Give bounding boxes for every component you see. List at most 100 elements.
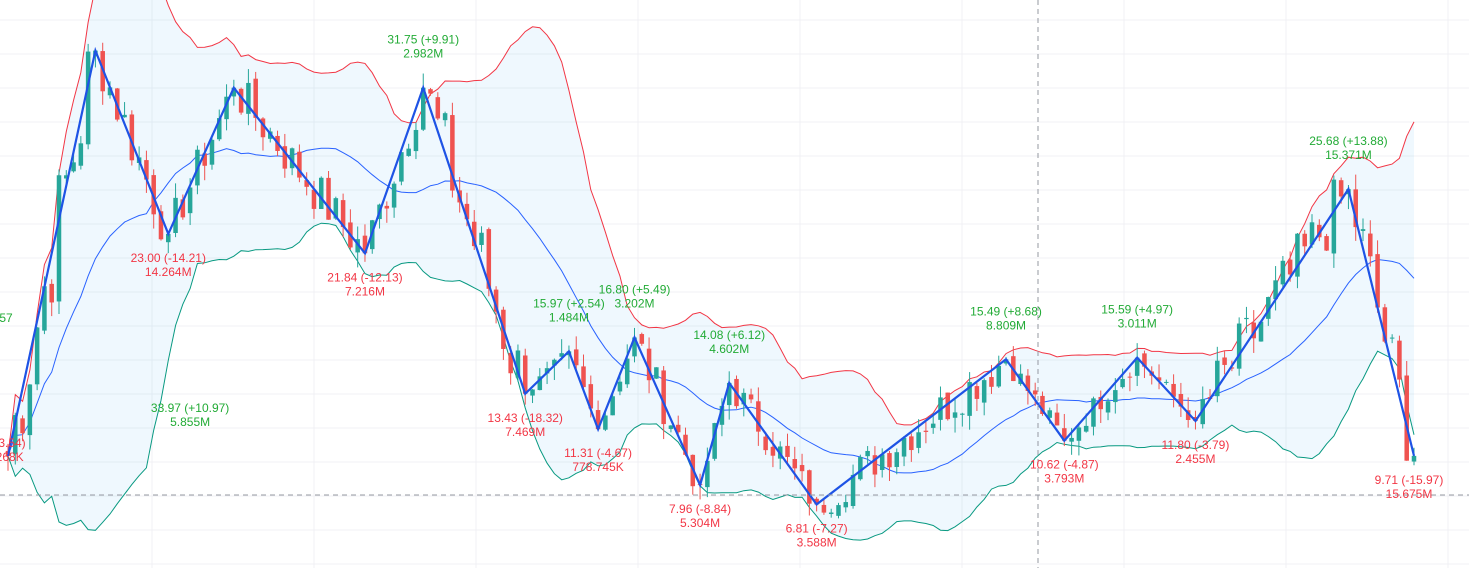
zigzag-line (6, 46, 1416, 506)
candle-body (1382, 307, 1388, 342)
candle-body (646, 348, 652, 381)
pivot-label-price: 6.81 (-7.27) (786, 521, 848, 535)
candle-body (1389, 337, 1395, 339)
pivot-label-price: 9.71 (-15.97) (1375, 473, 1444, 487)
candle-body (1317, 224, 1322, 238)
pivot-label-volume: 3.202M (614, 296, 654, 310)
candle-body (836, 505, 841, 516)
candle-body (865, 450, 870, 457)
candle-body (1156, 377, 1162, 381)
candle-body (792, 459, 798, 469)
candle-body (595, 410, 601, 430)
candle-body (1404, 375, 1409, 461)
pivot-label-price: 31.75 (+9.91) (387, 33, 459, 47)
candle-body (785, 445, 790, 457)
candle-body (654, 367, 659, 379)
candle-body (1142, 353, 1147, 367)
candle-body (1025, 375, 1031, 391)
candle-body (1295, 233, 1300, 277)
candle-body (391, 183, 397, 208)
candle-body (675, 424, 681, 433)
candle-body (304, 180, 309, 187)
candle-body (479, 232, 484, 245)
candle-body (573, 349, 579, 366)
candle-body (828, 512, 834, 515)
candle-body (661, 370, 666, 425)
candle-body (1215, 360, 1220, 397)
candle-body (1185, 410, 1191, 420)
pivot-label-volume: 7.216M (345, 284, 385, 298)
candle-body (450, 115, 455, 191)
candle-body (974, 386, 980, 399)
candle-body (493, 289, 499, 312)
candle-body (930, 423, 936, 428)
candle-body (1076, 427, 1082, 441)
candle-body (209, 139, 215, 165)
candle-body (552, 359, 557, 366)
candle-body (945, 392, 951, 420)
candle-body (719, 405, 725, 425)
pivot-label-price: 23.00 (-14.21) (131, 251, 206, 265)
pivot-label-volume: 2.455M (1175, 452, 1215, 466)
candle-body (107, 87, 113, 96)
candle-body (544, 368, 550, 374)
candle-body (1134, 357, 1140, 376)
candle-body (180, 199, 186, 218)
candle-body (1032, 390, 1038, 395)
candle-body (850, 474, 856, 507)
candle-body (712, 423, 717, 459)
candle-body (741, 392, 747, 405)
candle-body (989, 377, 994, 387)
candle-body (78, 143, 84, 166)
candle-body (508, 352, 513, 374)
candle-body (952, 412, 958, 418)
pivot-labels: (-3.54).268K 33.97 (+10.97)5.855M 23.00 (-… (0, 33, 1443, 550)
candle-body (1229, 367, 1235, 369)
candle-body (1105, 401, 1111, 413)
candle-body (515, 350, 521, 378)
pivot-label-price: (-3.54) (0, 436, 26, 450)
candle-body (726, 382, 732, 406)
candle-body (428, 89, 433, 94)
candle-body (1266, 297, 1271, 319)
candle-body (981, 380, 987, 403)
candle-body (522, 355, 528, 394)
candle-body (158, 211, 164, 240)
candle-body (763, 436, 768, 451)
candle-body (1222, 357, 1227, 365)
candle-body (1324, 236, 1329, 251)
pivot-label-price: 15.49 (+8.68) (970, 304, 1042, 318)
candle-body (705, 460, 710, 488)
candle-body (1091, 398, 1096, 427)
pivot-label-price: 21.84 (-12.13) (327, 270, 402, 284)
candle-body (253, 78, 258, 118)
candle-body (967, 382, 972, 416)
candle-body (588, 384, 594, 409)
pivot-label-price: 13.43 (-18.32) (488, 411, 563, 425)
candle-body (1047, 410, 1053, 418)
candle-body (224, 96, 229, 120)
candle-body (1127, 376, 1133, 378)
pivot-label-price: 15.59 (+4.97) (1101, 303, 1173, 317)
pivot-label-price: 7.96 (-8.84) (669, 502, 731, 516)
pivot-label-volume: 778.745K (572, 460, 623, 474)
candle-body (799, 465, 805, 472)
candle-body (464, 203, 470, 220)
pivot-label-price: 11.31 (-4.67) (564, 446, 632, 460)
candle-body (1280, 260, 1286, 285)
candle-body (770, 446, 776, 456)
candle-body (318, 177, 324, 210)
candle-body (289, 148, 295, 169)
candle-body (1309, 222, 1315, 245)
candle-body (872, 455, 878, 475)
candle-body (1178, 394, 1184, 407)
candle-body (1236, 323, 1242, 369)
candle-body (217, 118, 222, 140)
candle-body (1040, 395, 1045, 414)
candle-body (340, 200, 346, 228)
candle-body (1360, 229, 1366, 231)
pivot-label-volume: 1.484M (549, 310, 589, 324)
candle-body (399, 152, 404, 182)
